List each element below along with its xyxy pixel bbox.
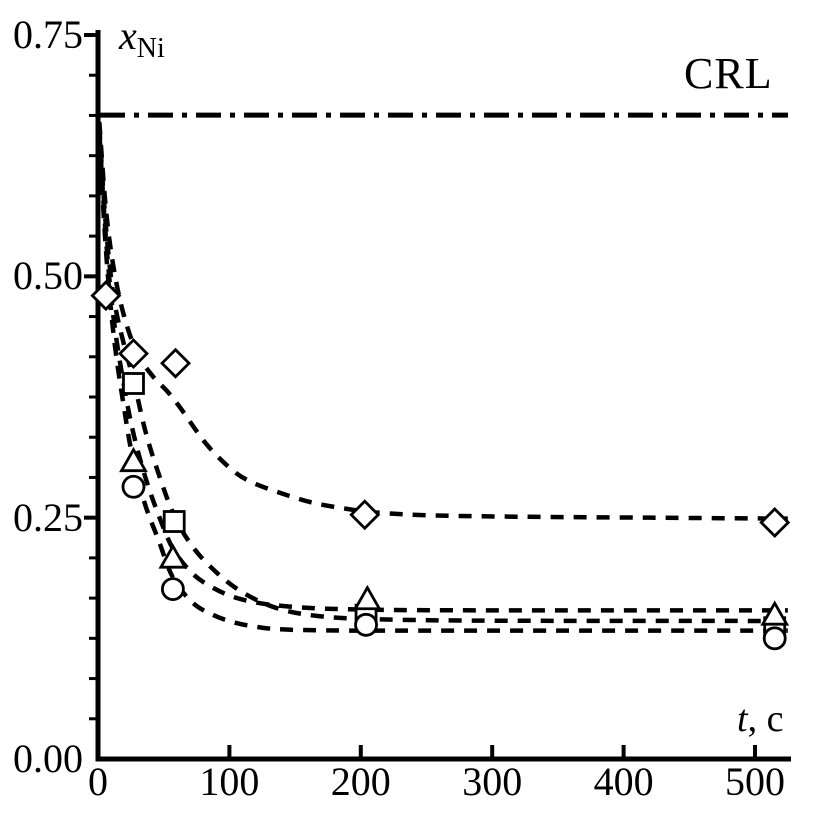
diamond-series-marker: [117, 338, 149, 370]
y-axis-title-base: x: [119, 13, 137, 58]
diamond-series-marker: [349, 499, 381, 531]
circle-series-marker: [121, 474, 146, 499]
square-series-marker: [122, 372, 145, 395]
triangle-series-curve: [97, 131, 788, 613]
x-axis-title: t, c: [737, 700, 783, 738]
y-tick-label-0.50: 0.50: [13, 253, 83, 299]
x-axis-title-unit: , c: [747, 698, 784, 740]
triangle-series-marker: [760, 600, 790, 626]
y-axis-title: xNi: [119, 13, 165, 63]
diamond-series-curve: [97, 121, 788, 521]
x-tick-label-500: 500: [725, 759, 785, 804]
x-tick-label-100: 100: [199, 759, 260, 804]
diamond-series-marker: [160, 347, 192, 379]
x-tick-label-300: 300: [462, 759, 523, 804]
square-series-marker: [162, 510, 186, 533]
square-series-curve: [97, 126, 788, 624]
x-axis-title-symbol: t: [737, 698, 748, 740]
diamond-series-marker: [90, 280, 122, 312]
x-tick-label-400: 400: [593, 759, 654, 804]
triangle-series-marker: [352, 584, 382, 611]
y-tick-label-0.75: 0.75: [13, 12, 83, 57]
circle-series-marker: [354, 612, 378, 637]
y-axis-title-subscript: Ni: [136, 32, 165, 64]
triangle-series-marker: [158, 543, 188, 569]
circle-series-marker: [762, 626, 787, 651]
crl-annotation-label: CRL: [684, 49, 773, 98]
x-tick-label-0: 0: [88, 759, 108, 804]
y-tick-label-0.00: 0.00: [13, 736, 83, 781]
triangle-series-marker: [119, 446, 148, 473]
y-tick-label-0.25: 0.25: [13, 494, 83, 540]
diamond-series-marker: [759, 507, 791, 538]
x-tick-label-200: 200: [330, 759, 391, 804]
circle-series-marker: [160, 577, 185, 602]
